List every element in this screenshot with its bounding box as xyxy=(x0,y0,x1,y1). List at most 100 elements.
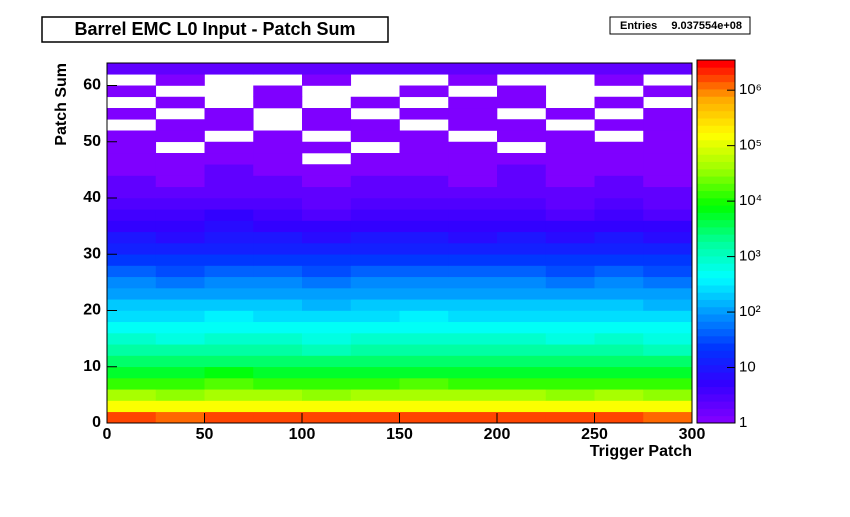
heatmap-cell xyxy=(107,366,157,379)
color-bar-step xyxy=(697,183,735,192)
heatmap-cell xyxy=(399,175,449,188)
heatmap-cell xyxy=(204,186,254,199)
heatmap-cell xyxy=(204,288,254,300)
heatmap-cell xyxy=(399,288,449,300)
heatmap-cell xyxy=(302,198,352,210)
heatmap-cell xyxy=(155,344,205,356)
heatmap-cell xyxy=(497,299,547,311)
heatmap-cell xyxy=(643,333,693,345)
heatmap-cell xyxy=(204,389,254,401)
heatmap-cell xyxy=(399,85,449,98)
heatmap-cell xyxy=(399,108,449,120)
heatmap-cell xyxy=(399,164,449,176)
color-bar-step xyxy=(697,234,735,242)
heatmap-cell xyxy=(155,231,205,244)
heatmap-cell xyxy=(448,153,498,165)
heatmap-cell xyxy=(497,366,547,379)
color-bar-step xyxy=(697,415,735,424)
x-tick-label: 0 xyxy=(103,426,112,443)
color-bar-step xyxy=(697,357,735,366)
heatmap-cell xyxy=(253,321,303,334)
color-bar-step xyxy=(697,110,735,119)
heatmap-cell xyxy=(594,299,644,311)
heatmap-cell xyxy=(643,141,693,154)
heatmap-cell xyxy=(497,153,547,165)
heatmap-cell xyxy=(155,153,205,165)
heatmap-cell xyxy=(643,288,693,300)
heatmap-cell xyxy=(302,355,352,368)
color-bar-step xyxy=(697,147,735,155)
heatmap-cell xyxy=(399,400,449,413)
heatmap-cell xyxy=(594,141,644,154)
heatmap-cell xyxy=(155,175,205,188)
heatmap-cell xyxy=(497,63,547,75)
chart-title: Barrel EMC L0 Input - Patch Sum xyxy=(74,19,355,39)
heatmap-cell xyxy=(497,243,547,255)
heatmap-cell xyxy=(545,254,595,266)
heatmap-cell xyxy=(545,321,595,334)
heatmap-cell xyxy=(448,186,498,199)
heatmap-cell xyxy=(253,411,303,424)
y-tick-label: 20 xyxy=(83,302,101,319)
heatmap-cell xyxy=(643,63,693,75)
heatmap-cell xyxy=(594,209,644,221)
heatmap-cell xyxy=(155,355,205,368)
heatmap-cell xyxy=(204,333,254,345)
heatmap-cell xyxy=(155,288,205,300)
heatmap-cell xyxy=(545,186,595,199)
heatmap-cell xyxy=(643,299,693,311)
heatmap-cell xyxy=(448,209,498,221)
color-bar-step xyxy=(697,241,735,250)
stats-box xyxy=(609,16,751,35)
heatmap-cell xyxy=(107,355,157,368)
heatmap-cell xyxy=(545,141,595,154)
heatmap-cell xyxy=(545,63,595,75)
heatmap-cell xyxy=(350,175,400,188)
heatmap-cell xyxy=(448,220,498,233)
heatmap-cell xyxy=(107,310,157,323)
title-box xyxy=(41,16,389,43)
heatmap-cell xyxy=(155,366,205,379)
heatmap-cell xyxy=(497,175,547,188)
heatmap-cell xyxy=(399,231,449,244)
color-bar-step xyxy=(697,401,735,409)
heatmap-cell xyxy=(448,276,498,289)
heatmap-cell xyxy=(643,85,693,98)
heatmap-cell xyxy=(253,209,303,221)
heatmap-cell xyxy=(448,355,498,368)
heatmap-cell xyxy=(594,153,644,165)
heatmap-cell xyxy=(350,333,400,345)
color-bar-step xyxy=(697,248,735,257)
heatmap-cell xyxy=(107,254,157,266)
x-tick-label: 150 xyxy=(386,426,413,443)
heatmap-cell xyxy=(448,231,498,244)
heatmap-cell xyxy=(497,276,547,289)
heatmap-cell xyxy=(448,108,498,120)
heatmap-cell xyxy=(643,243,693,255)
heatmap-cell xyxy=(350,366,400,379)
heatmap-cell xyxy=(155,220,205,233)
heatmap-cell xyxy=(643,366,693,379)
heatmap-cell xyxy=(350,186,400,199)
heatmap-cell xyxy=(204,310,254,323)
heatmap-cell xyxy=(350,310,400,323)
heatmap-cell xyxy=(399,366,449,379)
heatmap-cell xyxy=(594,400,644,413)
heatmap-cell xyxy=(155,96,205,109)
heatmap-cell xyxy=(107,108,157,120)
heatmap-cell xyxy=(302,389,352,401)
y-axis-label: Patch Sum xyxy=(53,63,70,146)
heatmap-cell xyxy=(594,74,644,86)
heatmap-cell xyxy=(643,355,693,368)
heatmap-cell xyxy=(253,175,303,188)
y-tick-label: 0 xyxy=(92,414,101,431)
heatmap-cell xyxy=(643,130,693,143)
heatmap-cell xyxy=(399,276,449,289)
color-bar-step xyxy=(697,314,735,322)
heatmap-cell xyxy=(204,153,254,165)
heatmap-cell xyxy=(302,108,352,120)
heatmap xyxy=(107,63,693,424)
heatmap-cell xyxy=(107,243,157,255)
heatmap-cell xyxy=(448,164,498,176)
heatmap-cell xyxy=(155,299,205,311)
